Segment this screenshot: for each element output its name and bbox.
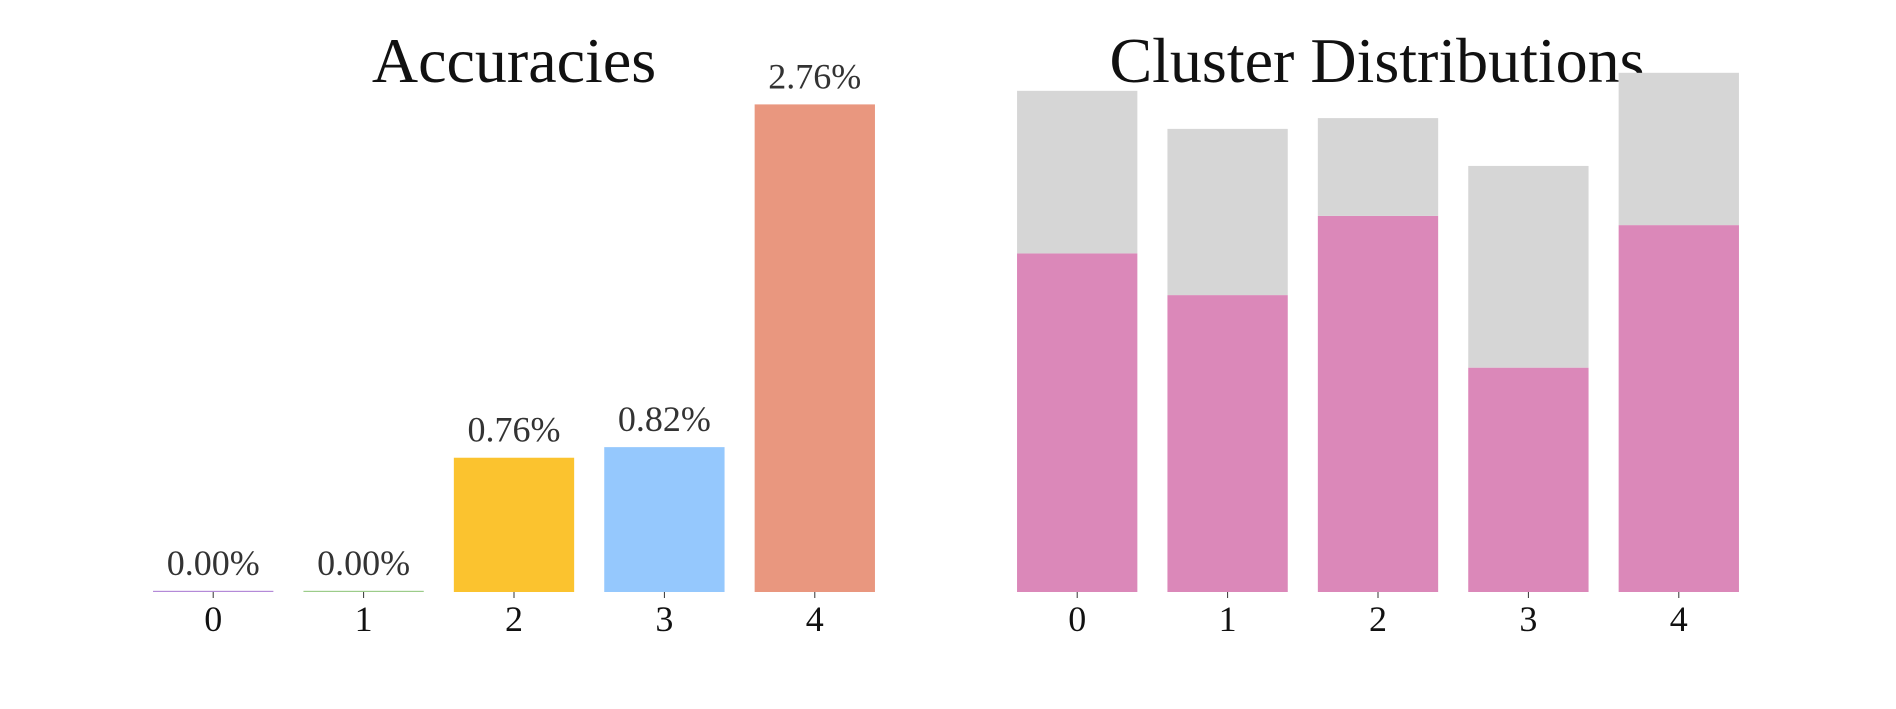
bar-segment-1-4	[1618, 72, 1739, 226]
chart-title: Accuracies	[372, 25, 656, 96]
x-tick-label: 1	[1219, 599, 1237, 639]
x-tick-label: 3	[1519, 599, 1537, 639]
x-tick-label: 2	[505, 599, 523, 639]
x-tick-label: 0	[204, 599, 222, 639]
bar-segment-0-2	[1317, 215, 1439, 592]
bar-segment-1-2	[1317, 118, 1439, 216]
x-tick-label: 0	[1068, 599, 1086, 639]
chart-title: Cluster Distributions	[1109, 25, 1644, 96]
bar-segment-0-4	[1618, 225, 1739, 592]
bar-segment-1-1	[1167, 128, 1288, 296]
data-label: 0.82%	[618, 399, 711, 439]
bar-4	[754, 104, 875, 593]
data-label: 0.00%	[167, 543, 260, 583]
x-tick-label: 4	[1670, 599, 1688, 639]
bar-1	[303, 590, 424, 592]
x-tick-label: 2	[1369, 599, 1387, 639]
bar-0	[153, 590, 274, 592]
x-tick-label: 1	[355, 599, 373, 639]
x-tick-label: 4	[806, 599, 824, 639]
x-tick-label: 3	[655, 599, 673, 639]
bar-2	[453, 457, 575, 592]
bar-segment-0-3	[1468, 367, 1589, 592]
bar-3	[604, 447, 725, 592]
bar-segment-0-0	[1017, 253, 1138, 592]
data-label: 0.00%	[317, 543, 410, 583]
bar-segment-1-3	[1468, 165, 1589, 368]
data-label: 0.76%	[468, 410, 561, 450]
bar-segment-1-0	[1017, 90, 1138, 254]
cluster-distributions-chart: Cluster Distributions 0 1 2 3 4	[1017, 25, 1739, 639]
data-label: 2.76%	[768, 56, 861, 96]
bar-segment-0-1	[1167, 295, 1288, 592]
accuracies-chart: Accuracies 0.00% 0 0.00% 1 0.76% 2 0.82% 3 2.76% 4	[153, 25, 875, 639]
